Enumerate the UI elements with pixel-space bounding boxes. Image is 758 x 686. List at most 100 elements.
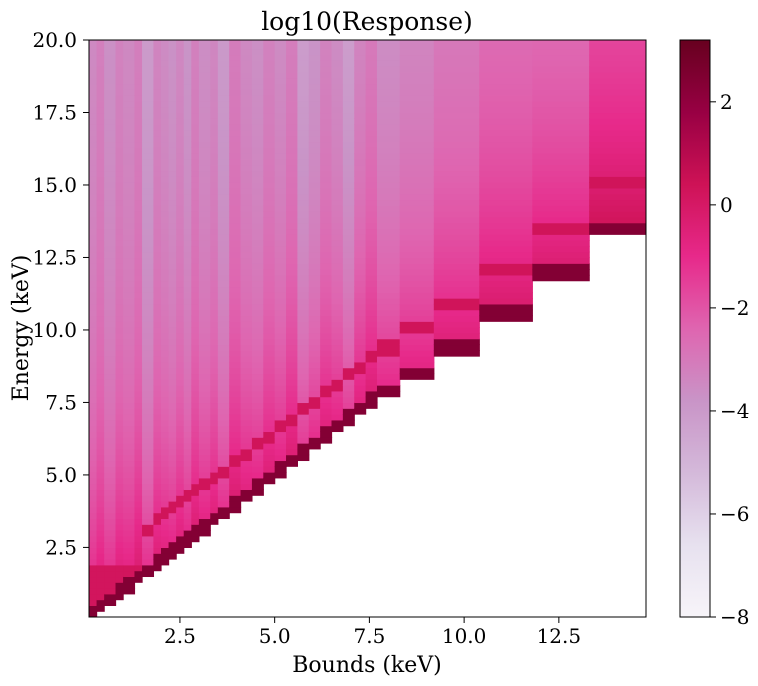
heatmap-cell (160, 350, 170, 357)
heatmap-cell (286, 216, 298, 224)
heatmap-cell (354, 257, 367, 264)
heatmap-cell (96, 524, 105, 531)
heatmap-cell (433, 332, 480, 340)
heatmap-cell (354, 269, 367, 276)
heatmap-cell (115, 443, 124, 450)
heatmap-cell (251, 315, 264, 322)
heatmap-cell (331, 228, 344, 235)
heatmap-cell (354, 367, 367, 375)
heatmap-cell (286, 315, 298, 322)
heatmap-cell (198, 263, 211, 270)
heatmap-cell (168, 193, 177, 201)
heatmap-cell (274, 454, 287, 462)
heatmap-cell (342, 280, 355, 288)
heatmap-cell (160, 419, 170, 427)
heatmap-cell (229, 338, 242, 346)
heatmap-cell (210, 356, 219, 363)
heatmap-cell (168, 448, 177, 456)
heatmap-cell (274, 350, 287, 357)
heatmap-cell (274, 443, 287, 450)
heatmap-cell (183, 414, 192, 421)
heatmap-cell (376, 274, 401, 282)
heatmap-cell (176, 245, 185, 253)
heatmap-cell (297, 443, 310, 450)
y-tick-label: 2.5 (45, 535, 77, 559)
heatmap-cell (89, 419, 98, 427)
heatmap-cell (89, 211, 98, 218)
heatmap-cell (433, 286, 480, 293)
heatmap-cell (104, 350, 117, 357)
heatmap-cell (263, 89, 276, 96)
heatmap-cell (217, 153, 230, 160)
heatmap-cell (210, 373, 219, 380)
heatmap-cell (142, 367, 155, 375)
heatmap-cell (104, 425, 117, 433)
heatmap-cell (104, 361, 117, 369)
heatmap-cell (320, 48, 333, 56)
heatmap-cell (217, 193, 230, 201)
heatmap-cell (342, 419, 355, 427)
heatmap-cell (331, 350, 344, 357)
heatmap-cell (115, 292, 124, 299)
heatmap-cell (479, 257, 533, 264)
heatmap-cell (183, 454, 192, 462)
heatmap-cell (342, 153, 355, 160)
heatmap-cell (191, 77, 200, 85)
heatmap-cell (240, 286, 253, 293)
heatmap-cell (96, 106, 105, 114)
heatmap-cell (479, 147, 533, 154)
heatmap-cell (532, 71, 590, 79)
heatmap-cell (142, 77, 155, 85)
heatmap-cell (183, 303, 192, 311)
heatmap-cell (263, 437, 276, 444)
heatmap-cell (168, 483, 177, 491)
heatmap-cell (191, 379, 200, 386)
heatmap-cell (286, 367, 298, 375)
heatmap-cell (433, 205, 480, 212)
heatmap-cell (376, 211, 401, 218)
heatmap-cell (191, 535, 200, 543)
heatmap-cell (168, 327, 177, 334)
heatmap-cell (274, 158, 287, 166)
heatmap-cell (229, 251, 242, 259)
heatmap-cell (96, 518, 105, 525)
heatmap-cell (297, 158, 310, 166)
heatmap-cell (229, 298, 242, 305)
heatmap-cell (263, 211, 276, 218)
heatmap-cell (160, 60, 170, 67)
heatmap-cell (115, 524, 124, 531)
heatmap-cell (168, 66, 177, 73)
heatmap-cell (297, 77, 310, 85)
heatmap-cell (217, 437, 230, 444)
heatmap-cell (240, 419, 253, 427)
heatmap-cell (376, 71, 401, 79)
heatmap-cell (399, 83, 435, 90)
heatmap-cell (376, 54, 401, 61)
heatmap-cell (104, 524, 117, 531)
heatmap-cell (176, 170, 185, 177)
heatmap-cell (142, 170, 155, 177)
heatmap-cell (331, 292, 344, 299)
heatmap-cell (160, 367, 170, 375)
heatmap-cell (240, 234, 253, 241)
heatmap-cell (134, 512, 143, 520)
heatmap-cell (229, 460, 242, 467)
heatmap-cell (123, 419, 136, 427)
heatmap-cell (365, 129, 378, 137)
heatmap-cell (251, 385, 264, 392)
heatmap-cell (96, 292, 105, 299)
heatmap-cell (297, 147, 310, 154)
heatmap-cell (89, 431, 98, 438)
heatmap-cell (96, 269, 105, 276)
heatmap-cell (354, 164, 367, 172)
heatmap-cell (320, 332, 333, 340)
heatmap-cell (399, 54, 435, 61)
heatmap-cell (198, 286, 211, 293)
heatmap-cell (229, 176, 242, 183)
heatmap-cell (168, 280, 177, 288)
heatmap-cell (331, 234, 344, 241)
heatmap-cell (297, 240, 310, 247)
heatmap-cell (210, 257, 219, 264)
heatmap-cell (297, 135, 310, 143)
heatmap-cell (96, 570, 105, 578)
